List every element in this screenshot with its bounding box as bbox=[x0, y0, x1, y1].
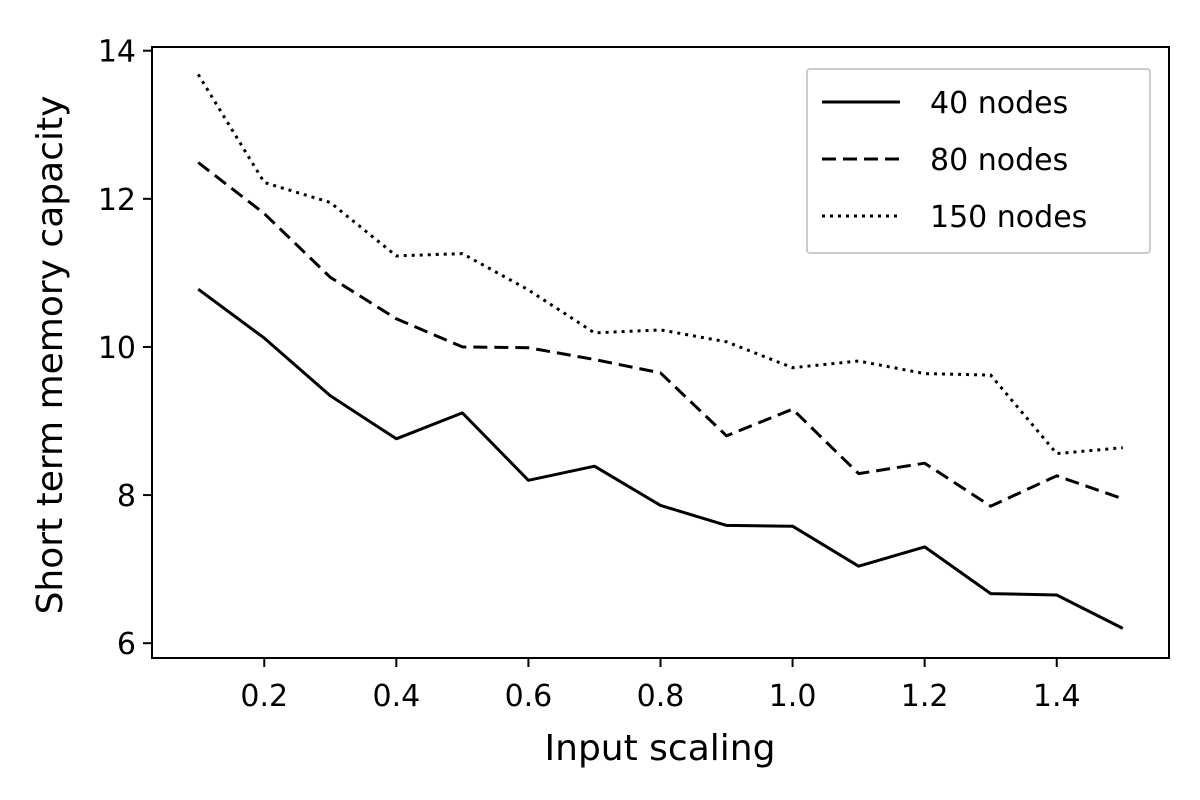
y-tick-label: 8 bbox=[117, 479, 136, 514]
x-tick-label: 0.6 bbox=[505, 679, 553, 714]
y-tick-label: 10 bbox=[98, 331, 136, 366]
plot-frame bbox=[151, 46, 1170, 659]
legend-label-3: 150 nodes bbox=[930, 200, 1087, 235]
x-tick-label: 0.2 bbox=[240, 679, 288, 714]
x-tick-label: 0.8 bbox=[637, 679, 685, 714]
x-tick-label: 1.2 bbox=[901, 679, 949, 714]
legend-box bbox=[806, 68, 1151, 254]
series-line-1 bbox=[197, 287, 1124, 630]
series-line-2 bbox=[197, 161, 1124, 508]
legend: 40 nodes 80 nodes 150 nodes bbox=[806, 68, 1151, 254]
x-axis-label: Input scaling bbox=[545, 728, 776, 769]
y-tick-label: 14 bbox=[98, 35, 136, 70]
y-axis-label: Short term memory capacity bbox=[30, 96, 71, 615]
x-tick-label: 1.0 bbox=[769, 679, 817, 714]
x-tick-label: 0.4 bbox=[372, 679, 420, 714]
y-tick-label: 12 bbox=[98, 183, 136, 218]
legend-label-1: 40 nodes bbox=[930, 86, 1068, 121]
series-layer bbox=[196, 73, 1124, 630]
series-line-3 bbox=[196, 73, 1123, 456]
ticks-layer: 0.2 0.4 0.6 0.8 1.0 1.2 1.4 6 8 10 12 14 bbox=[98, 35, 1081, 714]
legend-label-2: 80 nodes bbox=[930, 143, 1068, 178]
y-tick-label: 6 bbox=[117, 627, 136, 662]
x-tick-label: 1.4 bbox=[1033, 679, 1081, 714]
